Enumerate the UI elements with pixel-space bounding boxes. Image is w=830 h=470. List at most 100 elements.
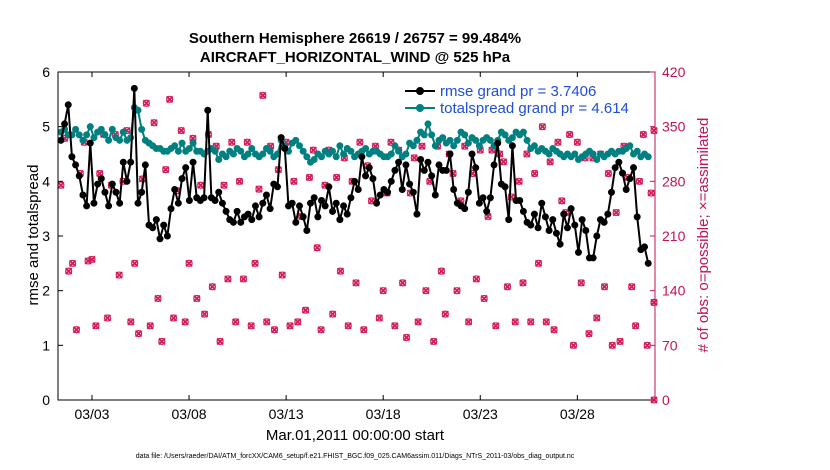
totalspread-point bbox=[340, 150, 348, 158]
obs-marker bbox=[263, 318, 271, 326]
totalspread-point bbox=[244, 150, 252, 158]
obs-marker bbox=[177, 126, 185, 135]
obs-assimilated-mark bbox=[398, 279, 407, 287]
totalspread-point bbox=[391, 142, 399, 150]
rmse-point bbox=[545, 227, 553, 235]
obs-marker bbox=[635, 177, 644, 185]
obs-assimilated-mark bbox=[336, 267, 345, 275]
rmse-point bbox=[420, 166, 428, 174]
obs-possible-mark bbox=[387, 138, 395, 146]
obs-marker bbox=[158, 337, 166, 346]
obs-marker bbox=[352, 279, 360, 287]
obs-marker bbox=[616, 337, 624, 346]
obs-marker bbox=[464, 318, 473, 326]
rmse-point bbox=[160, 221, 168, 229]
obs-marker bbox=[546, 158, 554, 166]
obs-possible-mark bbox=[558, 197, 566, 205]
rmse-point bbox=[567, 205, 575, 213]
obs-possible-mark bbox=[515, 177, 523, 185]
rmse-point bbox=[549, 216, 557, 224]
obs-assimilated-mark bbox=[515, 177, 523, 185]
totalspread-point bbox=[336, 142, 344, 150]
rmse-point bbox=[222, 207, 230, 215]
rmse-point bbox=[582, 227, 590, 235]
obs-assimilated-mark bbox=[367, 197, 376, 205]
legend-totalspread-label: totalspread grand pr = 4.614 bbox=[440, 100, 629, 117]
obs-assimilated-mark bbox=[286, 322, 294, 330]
totalspread-point bbox=[75, 131, 83, 139]
totalspread-point bbox=[97, 125, 105, 133]
rmse-point bbox=[90, 199, 98, 207]
totalspread-point bbox=[237, 147, 245, 155]
obs-assimilated-mark bbox=[228, 138, 236, 146]
totalspread-point bbox=[116, 136, 124, 144]
rmse-point bbox=[340, 202, 348, 210]
obs-marker bbox=[344, 322, 352, 330]
totalspread-point bbox=[259, 150, 267, 158]
obs-assimilated-mark bbox=[585, 329, 593, 338]
obs-marker bbox=[220, 181, 228, 189]
obs-possible-mark bbox=[115, 271, 123, 279]
obs-assimilated-mark bbox=[379, 287, 387, 295]
obs-assimilated-mark bbox=[453, 287, 461, 295]
obs-possible-mark bbox=[92, 322, 100, 330]
obs-possible-mark bbox=[259, 91, 267, 100]
obs-marker bbox=[565, 130, 574, 139]
rmse-point bbox=[630, 164, 638, 172]
rmse-point bbox=[266, 205, 274, 213]
y-tick-label-right: 140 bbox=[662, 283, 686, 299]
obs-possible-mark bbox=[375, 314, 383, 322]
obs-marker bbox=[154, 294, 162, 303]
obs-possible-mark bbox=[472, 275, 480, 283]
obs-assimilated-mark bbox=[593, 314, 601, 322]
obs-assimilated-mark bbox=[650, 126, 658, 135]
rmse-point bbox=[409, 188, 417, 196]
obs-assimilated-mark bbox=[519, 279, 527, 287]
chart-title-line2: AIRCRAFT_HORIZONTAL_WIND @ 525 hPa bbox=[200, 49, 511, 66]
axes: 03/03 03/08 03/13 03/18 03/23 03/28 0 1 2 3 4 5 6 0 70… bbox=[42, 64, 685, 422]
y-axis-label-left: rmse and totalspread bbox=[25, 165, 42, 306]
totalspread-point bbox=[229, 150, 237, 158]
obs-possible-mark bbox=[628, 283, 636, 291]
obs-assimilated-mark bbox=[387, 138, 395, 146]
plot-area bbox=[58, 72, 655, 400]
obs-assimilated-mark bbox=[150, 119, 158, 127]
obs-possible-mark bbox=[542, 318, 550, 326]
rmse-point bbox=[600, 218, 608, 226]
obs-assimilated-mark bbox=[169, 314, 178, 322]
obs-marker bbox=[65, 267, 73, 275]
rmse-point bbox=[185, 196, 193, 204]
obs-possible-mark bbox=[243, 138, 251, 146]
totalspread-point bbox=[266, 147, 274, 155]
obs-assimilated-mark bbox=[600, 283, 609, 291]
obs-assimilated-mark bbox=[332, 173, 341, 182]
obs-marker bbox=[631, 322, 640, 330]
rmse-point bbox=[354, 186, 362, 194]
rmse-point bbox=[490, 161, 498, 169]
obs-assimilated-mark bbox=[480, 294, 488, 303]
obs-marker bbox=[604, 169, 613, 178]
obs-possible-mark bbox=[235, 177, 244, 185]
totalspread-point bbox=[90, 134, 98, 142]
totalspread-point bbox=[222, 153, 230, 161]
rmse-point bbox=[428, 172, 436, 180]
obs-assimilated-mark bbox=[628, 283, 636, 291]
rmse-point bbox=[273, 183, 281, 191]
obs-marker bbox=[542, 318, 550, 326]
obs-marker bbox=[131, 259, 139, 267]
obs-possible-mark bbox=[492, 322, 500, 330]
totalspread-point bbox=[329, 147, 337, 155]
obs-possible-mark bbox=[360, 326, 368, 334]
obs-assimilated-mark bbox=[131, 259, 139, 267]
obs-possible-mark bbox=[422, 287, 430, 295]
obs-possible-mark bbox=[294, 318, 302, 326]
totalspread-point bbox=[72, 125, 80, 133]
x-tick-label: 03/03 bbox=[74, 406, 109, 422]
rmse-point bbox=[538, 199, 546, 207]
obs-assimilated-mark bbox=[278, 271, 286, 279]
rmse-point bbox=[233, 207, 241, 215]
obs-possible-mark bbox=[263, 318, 271, 326]
obs-assimilated-mark bbox=[200, 310, 209, 318]
obs-marker bbox=[550, 326, 558, 334]
obs-assimilated-mark bbox=[68, 259, 77, 267]
